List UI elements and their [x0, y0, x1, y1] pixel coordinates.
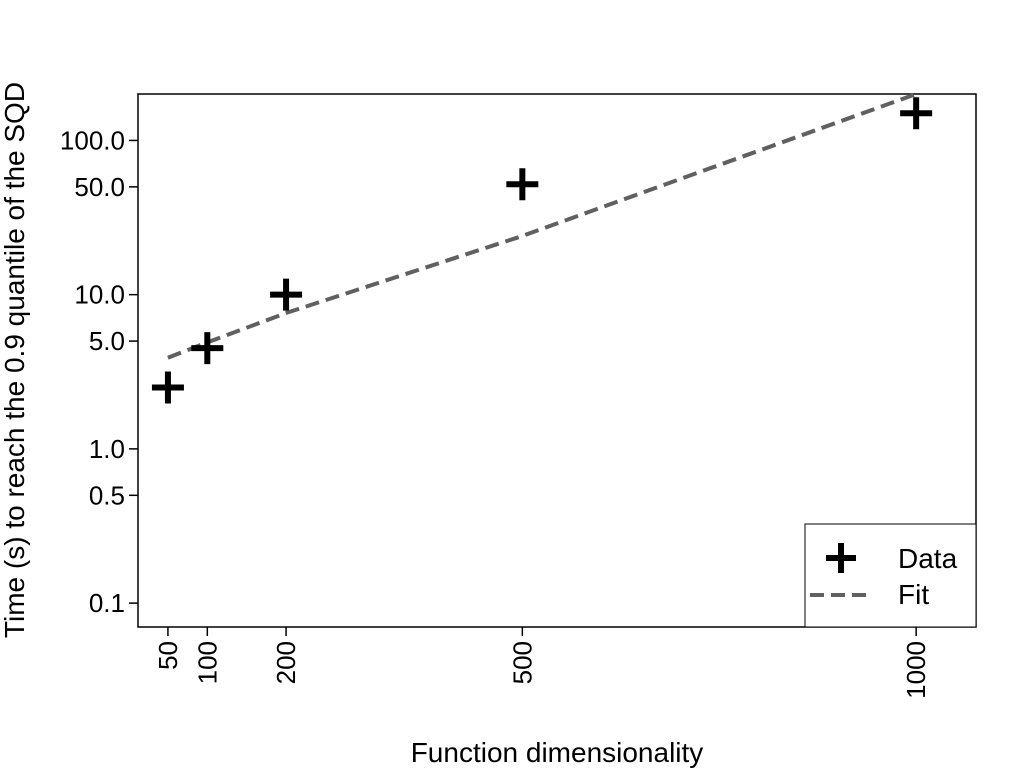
- y-tick-label: 1.0: [89, 434, 125, 464]
- data-point: [900, 97, 933, 130]
- fit-line: [167, 92, 917, 360]
- legend-box: [804, 523, 977, 628]
- y-axis: 0.1 0.5 1.0 5.0 10.0 50.0 100.0: [60, 125, 138, 618]
- x-tick-label: 500: [507, 641, 537, 684]
- legend-data-marker: [826, 543, 856, 573]
- data-point: [191, 332, 224, 365]
- y-tick-label: 10.0: [74, 280, 125, 310]
- x-tick-label: 1000: [901, 641, 931, 699]
- data-point: [506, 168, 539, 201]
- x-tick-label: 50: [153, 641, 183, 670]
- data-point: [151, 371, 184, 404]
- y-tick-label: 100.0: [60, 125, 125, 155]
- x-axis-title: Function dimensionality: [411, 737, 704, 768]
- x-tick-label: 100: [192, 641, 222, 684]
- y-axis-title: Time (s) to reach the 0.9 quantile of th…: [0, 82, 30, 638]
- legend-data-label: Data: [898, 543, 958, 574]
- y-tick-label: 50.0: [74, 172, 125, 202]
- data-point: [270, 278, 303, 311]
- plot-frame: [137, 93, 977, 628]
- y-tick-label: 5.0: [89, 326, 125, 356]
- legend: Data Fit: [804, 523, 977, 628]
- legend-fit-label: Fit: [898, 579, 929, 610]
- y-tick-label: 0.5: [89, 480, 125, 510]
- y-tick-label: 0.1: [89, 588, 125, 618]
- x-axis: 50 100 200 500 1000: [153, 627, 931, 699]
- x-tick-label: 200: [271, 641, 301, 684]
- series-layer: [151, 92, 933, 404]
